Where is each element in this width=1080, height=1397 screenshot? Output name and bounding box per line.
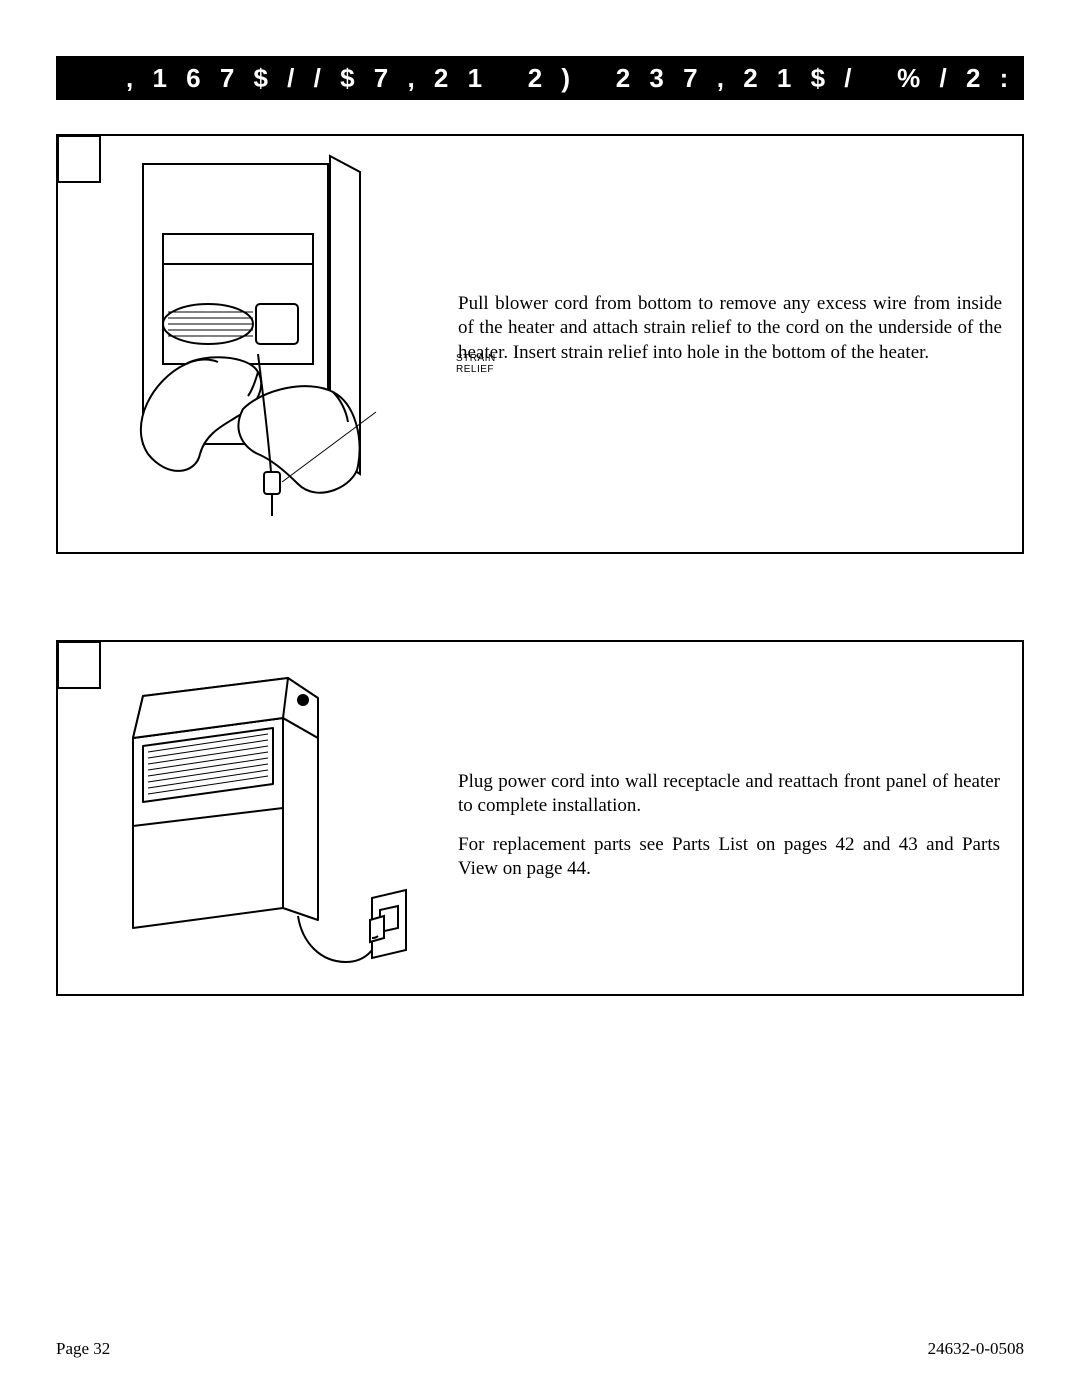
illustration-plug-in xyxy=(58,642,458,994)
paragraph: For replacement parts see Parts List on … xyxy=(458,833,1000,882)
paragraph: Pull blower cord from bottom to remove a… xyxy=(458,292,1002,365)
callout-line1: STRAIN xyxy=(456,354,496,365)
step-number-box xyxy=(57,641,101,689)
step-number-box xyxy=(57,135,101,183)
footer-doc-number: 24632-0-0508 xyxy=(928,1339,1024,1359)
callout-strain-relief-label: STRAIN RELIEF xyxy=(456,354,496,375)
callout-line2: RELIEF xyxy=(456,365,496,376)
page: , 1 6 7 $ / / $ 7 , 2 1 2 ) 2 3 7 , 2 1 … xyxy=(0,0,1080,1397)
footer-page-number: Page 32 xyxy=(56,1339,110,1359)
step-text-strain-relief: Pull blower cord from bottom to remove a… xyxy=(458,286,1022,365)
section-title-bar: , 1 6 7 $ / / $ 7 , 2 1 2 ) 2 3 7 , 2 1 … xyxy=(56,56,1024,100)
step-text-plug-in: Plug power cord into wall receptacle and… xyxy=(458,764,1022,881)
page-footer: Page 32 24632-0-0508 xyxy=(56,1339,1024,1359)
paragraph: Plug power cord into wall receptacle and… xyxy=(458,770,1000,819)
step-panel-strain-relief: STRAIN RELIEF Pull blower cord from bott… xyxy=(56,134,1024,554)
illustration-strain-relief xyxy=(58,136,458,552)
step-panel-plug-in: Plug power cord into wall receptacle and… xyxy=(56,640,1024,996)
